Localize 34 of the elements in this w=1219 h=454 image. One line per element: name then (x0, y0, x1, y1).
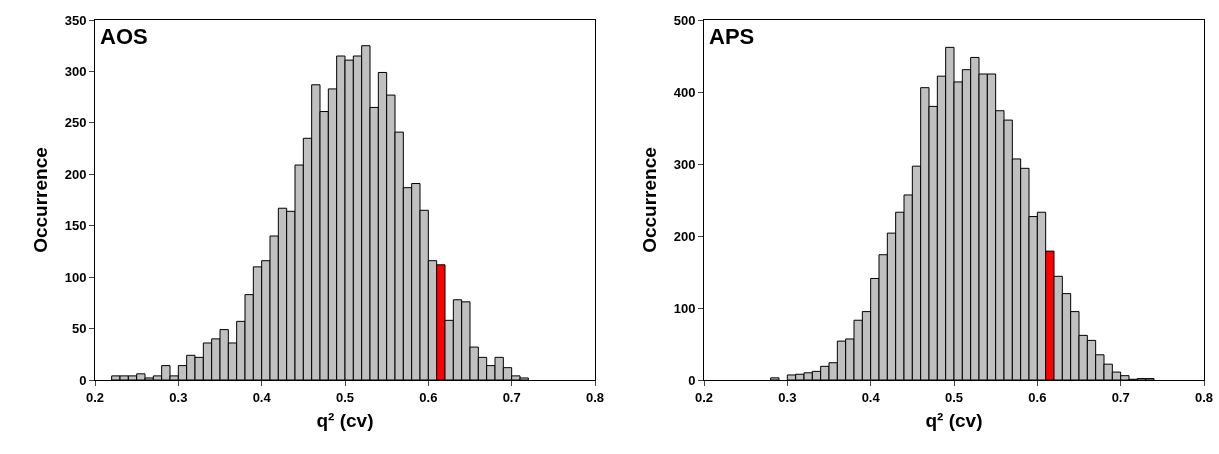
chart-title: APS (709, 24, 755, 49)
x-tick-label: 0.6 (419, 389, 438, 405)
y-tick-label: 200 (64, 166, 87, 182)
x-tick-label: 0.6 (1028, 389, 1047, 405)
x-tick-label: 0.2 (85, 389, 105, 405)
x-tick-label: 0.2 (694, 389, 714, 405)
y-tick-label: 50 (71, 321, 87, 337)
y-tick-label: 400 (673, 84, 696, 100)
y-tick-label: 100 (673, 300, 696, 316)
chart-title: AOS (100, 24, 148, 49)
y-tick-label: 0 (79, 372, 87, 388)
x-tick-label: 0.3 (778, 389, 797, 405)
y-axis-title: Occurrence (29, 147, 51, 253)
y-tick-label: 0 (688, 372, 696, 388)
x-tick-label: 0.4 (252, 389, 272, 405)
y-tick-label: 100 (64, 269, 87, 285)
y-tick-label: 350 (64, 12, 87, 28)
x-tick-label: 0.5 (335, 389, 355, 405)
x-tick-label: 0.7 (502, 389, 521, 405)
y-tick-label: 250 (64, 115, 87, 131)
y-tick-label: 200 (673, 228, 696, 244)
y-tick-label: 150 (64, 218, 87, 234)
x-tick-label: 0.5 (944, 389, 964, 405)
y-tick-label: 300 (673, 156, 696, 172)
x-tick-label: 0.4 (861, 389, 881, 405)
x-tick-label: 0.7 (1111, 389, 1130, 405)
x-tick-label: 0.3 (169, 389, 188, 405)
x-axis-title: q² (cv) (316, 410, 374, 432)
y-tick-label: 500 (673, 12, 696, 28)
x-axis-title: q² (cv) (925, 410, 983, 432)
y-axis-title: Occurrence (638, 147, 660, 253)
y-tick-label: 300 (64, 63, 87, 79)
x-tick-label: 0.8 (585, 389, 605, 405)
x-tick-label: 0.8 (1194, 389, 1214, 405)
